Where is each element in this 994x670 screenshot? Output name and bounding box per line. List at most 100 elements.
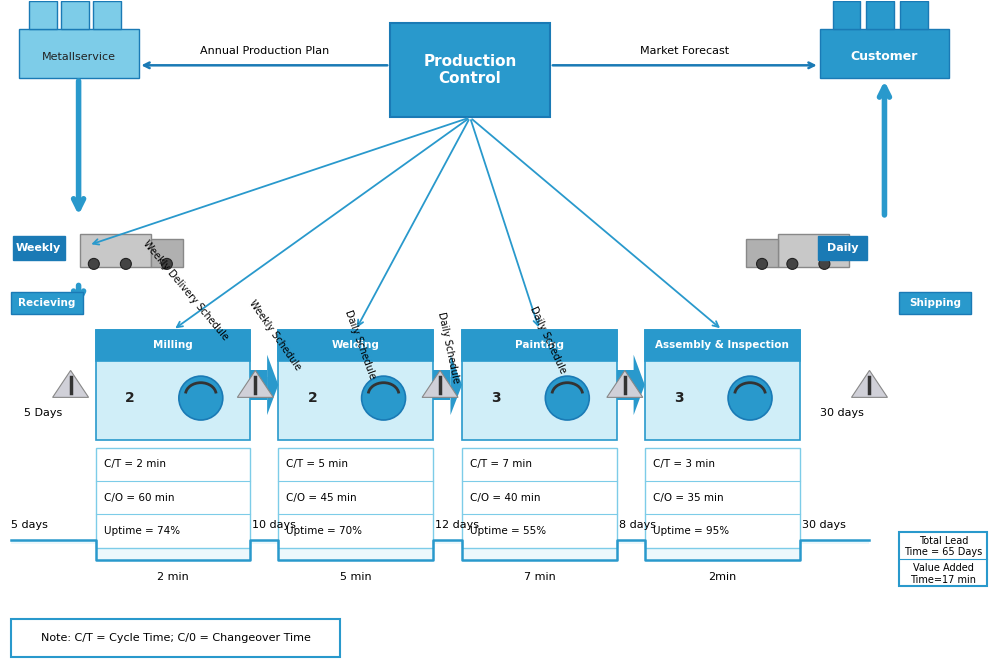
Bar xyxy=(644,330,799,360)
Text: Weekly Schedule: Weekly Schedule xyxy=(248,298,303,372)
Bar xyxy=(618,377,623,393)
Circle shape xyxy=(728,376,771,420)
Bar xyxy=(441,377,446,393)
Text: 10 days: 10 days xyxy=(252,520,296,529)
Text: Daily Schedule: Daily Schedule xyxy=(343,309,377,381)
Bar xyxy=(278,330,432,360)
Text: Milling: Milling xyxy=(153,340,193,350)
Circle shape xyxy=(88,259,99,269)
Bar xyxy=(746,239,777,267)
Bar xyxy=(866,1,894,29)
Bar xyxy=(644,330,799,440)
Text: Uptime = 55%: Uptime = 55% xyxy=(469,526,546,536)
Bar xyxy=(13,237,65,260)
Text: C/T = 7 min: C/T = 7 min xyxy=(469,460,532,470)
Text: C/O = 35 min: C/O = 35 min xyxy=(652,492,723,502)
Text: Note: C/T = Cycle Time; C/0 = Changeover Time: Note: C/T = Cycle Time; C/0 = Changeover… xyxy=(41,633,310,643)
Polygon shape xyxy=(266,354,278,415)
Bar xyxy=(151,239,183,267)
Text: Uptime = 70%: Uptime = 70% xyxy=(286,526,362,536)
Text: Production
Control: Production Control xyxy=(422,54,516,86)
Text: Daily Schedule: Daily Schedule xyxy=(435,312,460,385)
Text: Weekly Delivery Schedule: Weekly Delivery Schedule xyxy=(141,239,230,342)
Text: 2min: 2min xyxy=(708,572,736,582)
Bar xyxy=(461,448,616,547)
Text: Weekly: Weekly xyxy=(16,243,62,253)
Bar xyxy=(625,377,630,393)
Text: 2: 2 xyxy=(307,391,317,405)
Bar xyxy=(11,292,83,314)
Bar xyxy=(616,370,633,400)
Bar xyxy=(29,1,57,29)
Bar xyxy=(817,237,867,260)
Bar xyxy=(434,377,439,393)
Text: 5 min: 5 min xyxy=(340,572,371,582)
Text: Daily Schedule: Daily Schedule xyxy=(528,305,568,375)
Text: Metallservice: Metallservice xyxy=(42,52,115,62)
Bar xyxy=(819,29,948,78)
Circle shape xyxy=(179,376,223,420)
Circle shape xyxy=(818,259,829,269)
Bar xyxy=(777,234,849,267)
Polygon shape xyxy=(450,354,461,415)
Bar xyxy=(250,370,266,400)
Text: C/T = 2 min: C/T = 2 min xyxy=(103,460,165,470)
Circle shape xyxy=(786,259,797,269)
Text: Annual Production Plan: Annual Production Plan xyxy=(200,46,329,56)
Bar xyxy=(461,330,616,360)
Text: Daily: Daily xyxy=(826,243,858,253)
Circle shape xyxy=(755,259,766,269)
Bar xyxy=(80,234,151,267)
Text: C/O = 45 min: C/O = 45 min xyxy=(286,492,357,502)
Text: 3: 3 xyxy=(673,391,683,405)
Bar xyxy=(432,370,450,400)
Bar xyxy=(252,377,256,393)
Bar xyxy=(644,448,799,547)
Text: Shipping: Shipping xyxy=(909,298,960,308)
Polygon shape xyxy=(11,539,869,559)
Bar xyxy=(278,448,432,547)
Bar xyxy=(95,448,250,547)
Bar xyxy=(832,1,860,29)
Text: Recieving: Recieving xyxy=(18,298,76,308)
Circle shape xyxy=(120,259,131,269)
Circle shape xyxy=(161,259,172,269)
Text: Value Added
Time=17 min: Value Added Time=17 min xyxy=(910,563,975,585)
Text: 2: 2 xyxy=(124,391,134,405)
Bar xyxy=(448,377,453,393)
Polygon shape xyxy=(421,371,457,397)
Text: Customer: Customer xyxy=(850,50,917,63)
Text: C/T = 3 min: C/T = 3 min xyxy=(652,460,714,470)
Circle shape xyxy=(361,376,406,420)
Text: 12 days: 12 days xyxy=(434,520,478,529)
Text: Total Lead
Time = 65 Days: Total Lead Time = 65 Days xyxy=(904,535,981,557)
Bar xyxy=(461,330,616,440)
Text: 8 days: 8 days xyxy=(618,520,655,529)
Text: C/O = 40 min: C/O = 40 min xyxy=(469,492,540,502)
Bar xyxy=(899,292,970,314)
Bar xyxy=(61,1,88,29)
Text: Market Forecast: Market Forecast xyxy=(639,46,729,56)
Bar xyxy=(95,330,250,440)
Text: 5 Days: 5 Days xyxy=(24,408,62,418)
Bar xyxy=(11,619,340,657)
Bar xyxy=(95,330,250,360)
Text: 3: 3 xyxy=(491,391,500,405)
Polygon shape xyxy=(53,371,88,397)
Text: Painting: Painting xyxy=(515,340,564,350)
Bar xyxy=(19,29,138,78)
Bar xyxy=(390,23,550,117)
Bar xyxy=(900,1,927,29)
Text: Welding: Welding xyxy=(331,340,380,350)
Bar xyxy=(258,377,263,393)
Bar xyxy=(278,330,432,440)
Polygon shape xyxy=(633,354,644,415)
Text: 7 min: 7 min xyxy=(523,572,555,582)
Bar xyxy=(899,531,986,586)
Text: C/O = 60 min: C/O = 60 min xyxy=(103,492,174,502)
Polygon shape xyxy=(238,371,273,397)
Bar xyxy=(632,377,636,393)
Text: Uptime = 95%: Uptime = 95% xyxy=(652,526,729,536)
Bar xyxy=(92,1,120,29)
Text: Assembly & Inspection: Assembly & Inspection xyxy=(655,340,788,350)
